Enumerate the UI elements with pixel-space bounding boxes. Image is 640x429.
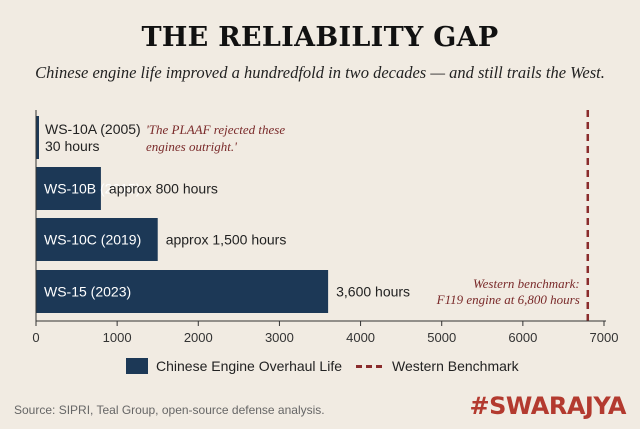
x-tick-label-5000: 5000	[427, 330, 456, 345]
benchmark-label-line-1: Western benchmark:	[473, 276, 580, 291]
source-note: Source: SIPRI, Teal Group, open-source d…	[14, 403, 325, 417]
chart-legend: Chinese Engine Overhaul Life Western Ben…	[0, 358, 640, 380]
x-tick-label-2000: 2000	[184, 330, 213, 345]
bar-value-label-1: 30 hours	[45, 138, 99, 154]
legend-label-benchmark: Western Benchmark	[392, 358, 519, 374]
x-tick-label-6000: 6000	[508, 330, 537, 345]
bar-4	[36, 270, 329, 313]
x-tick-label-1000: 1000	[103, 330, 132, 345]
legend-swatch-bar	[126, 358, 148, 374]
legend-item-chinese: Chinese Engine Overhaul Life	[126, 358, 342, 374]
bar-category-label-1: WS-10A (2005)	[45, 121, 141, 137]
bar-2	[36, 167, 101, 210]
bar-value-label-2: approx 800 hours	[109, 181, 218, 197]
legend-swatch-dashed	[356, 364, 382, 368]
bar-category-label-4: WS-15 (2023)	[44, 284, 131, 300]
legend-item-benchmark: Western Benchmark	[356, 358, 519, 374]
bar-1	[36, 116, 39, 159]
quote-annotation-line-1: 'The PLAAF rejected these	[146, 122, 285, 137]
bar-category-label-2: WS-10B (2015)	[44, 181, 140, 197]
brand-logo: #SWARAJYA	[469, 392, 626, 420]
x-tick-label-3000: 3000	[265, 330, 294, 345]
bar-category-label-3: WS-10C (2019)	[44, 232, 141, 248]
bar-3	[36, 218, 158, 261]
x-tick-label-7000: 7000	[590, 330, 619, 345]
bar-value-label-3: approx 1,500 hours	[166, 232, 287, 248]
legend-label-chinese: Chinese Engine Overhaul Life	[156, 358, 343, 374]
bar-value-label-4: 3,600 hours	[336, 284, 410, 300]
chart-title: THE RELIABILITY GAP	[141, 22, 499, 53]
x-tick-label-4000: 4000	[346, 330, 375, 345]
quote-annotation-line-2: engines outright.'	[146, 139, 237, 154]
benchmark-label-line-2: F119 engine at 6,800 hours	[436, 292, 580, 307]
x-tick-label-0: 0	[32, 330, 39, 345]
chart-subtitle: Chinese engine life improved a hundredfo…	[35, 63, 605, 82]
